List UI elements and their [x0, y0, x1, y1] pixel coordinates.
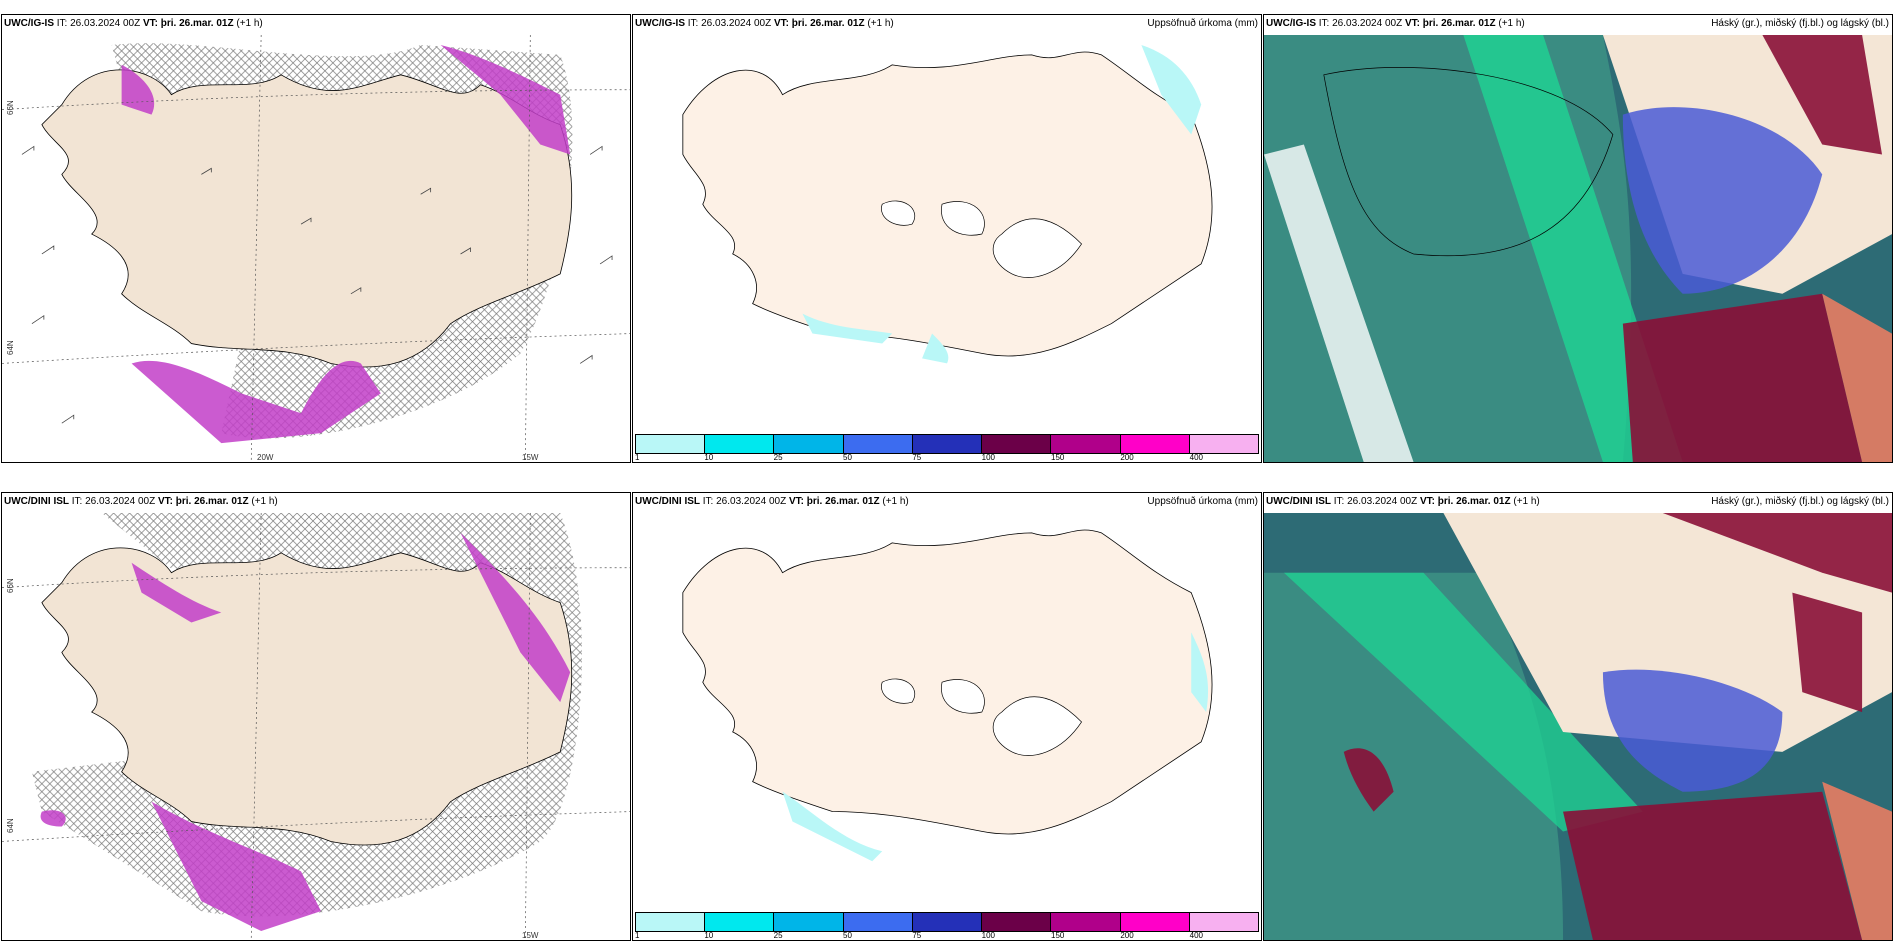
- lat-label-64: 64N: [6, 818, 15, 833]
- panel-title: UWC/DINI ISL IT: 26.03.2024 00Z VT: þri.…: [633, 493, 1261, 513]
- map-area: [633, 513, 1261, 912]
- colorbar-cell: [636, 435, 706, 453]
- colorbar-cells: [635, 434, 1259, 454]
- colorbar-cell: [1189, 913, 1258, 931]
- iceland-land: [41, 547, 573, 846]
- map-area: 66N 64N 15W: [2, 513, 630, 940]
- colorbar-level-label: 150: [1051, 931, 1065, 940]
- colorbar-cell: [1051, 435, 1121, 453]
- map-area: 66N 64N 20W 15W: [2, 35, 630, 462]
- map-area: [633, 35, 1261, 434]
- colorbar-cell: [1189, 435, 1258, 453]
- colorbar-cell: [1120, 913, 1190, 931]
- panel-precip-top: UWC/IG-IS IT: 26.03.2024 00Z VT: þri. 26…: [632, 14, 1262, 463]
- colorbar-level-label: 100: [981, 931, 996, 940]
- panel-title: UWC/IG-IS IT: 26.03.2024 00Z VT: þri. 26…: [2, 15, 630, 35]
- colorbar-level-label: 25: [773, 931, 783, 940]
- colorbar-cell: [1120, 435, 1190, 453]
- colorbar-cell: [843, 435, 913, 453]
- panel-clouds-bottom: UWC/DINI ISL IT: 26.03.2024 00Z VT: þri.…: [1263, 492, 1893, 941]
- panel-right-title: Háský (gr.), miðský (fj.bl.) og lágský (…: [1711, 18, 1889, 29]
- colorbar-level-label: 1: [635, 453, 640, 462]
- colorbar-level-label: 400: [1189, 453, 1204, 462]
- panel-title: UWC/DINI ISL IT: 26.03.2024 00Z VT: þri.…: [1264, 493, 1892, 513]
- colorbar-cell: [843, 913, 913, 931]
- colorbar-labels: 1 10 25 50 75 100 150 200 400: [635, 453, 1259, 462]
- colorbar-cell: [982, 435, 1052, 453]
- panel-clouds-top: UWC/IG-IS IT: 26.03.2024 00Z VT: þri. 26…: [1263, 14, 1893, 463]
- lat-label-64: 64N: [6, 340, 15, 355]
- colorbar-level-label: 200: [1120, 453, 1134, 462]
- colorbar-cell: [705, 913, 775, 931]
- colorbar-level-label: 50: [843, 931, 852, 940]
- colorbar-level-label: 75: [912, 453, 922, 462]
- map-area: [1264, 35, 1892, 462]
- colorbar-level-label: 10: [704, 931, 714, 940]
- colorbar-level-label: 50: [843, 453, 852, 462]
- lat-label-66: 66N: [6, 100, 15, 115]
- lon-label-15: 15W: [522, 453, 539, 462]
- colorbar-cells: [635, 912, 1259, 932]
- panel-right-title: Háský (gr.), miðský (fj.bl.) og lágský (…: [1711, 496, 1889, 507]
- panel-right-title: Uppsöfnuð úrkoma (mm): [1147, 496, 1258, 507]
- panel-title: UWC/IG-IS IT: 26.03.2024 00Z VT: þri. 26…: [633, 15, 1261, 35]
- lon-label-15: 15W: [522, 931, 539, 940]
- panel-title: UWC/IG-IS IT: 26.03.2024 00Z VT: þri. 26…: [1264, 15, 1892, 35]
- colorbar-level-label: 150: [1051, 453, 1065, 462]
- icing-area: [131, 360, 381, 444]
- colorbar-cell: [705, 435, 775, 453]
- lat-label-66: 66N: [6, 578, 15, 593]
- colorbar-cell: [774, 913, 844, 931]
- colorbar-level-label: 75: [912, 931, 922, 940]
- panel-wind-icing-top: UWC/IG-IS IT: 26.03.2024 00Z VT: þri. 26…: [1, 14, 631, 463]
- colorbar-level-label: 200: [1120, 931, 1134, 940]
- panel-right-title: Uppsöfnuð úrkoma (mm): [1147, 18, 1258, 29]
- colorbar-level-label: 400: [1189, 931, 1204, 940]
- iceland-land: [41, 69, 573, 368]
- colorbar-cell: [774, 435, 844, 453]
- map-area: [1264, 513, 1892, 940]
- colorbar-level-label: 25: [773, 453, 783, 462]
- colorbar-labels: 1 10 25 50 75 100 150 200 400: [635, 931, 1259, 940]
- colorbar-cell: [912, 913, 983, 931]
- colorbar-cell: [636, 913, 706, 931]
- colorbar-cell: [912, 435, 983, 453]
- colorbar-level-label: 1: [635, 931, 640, 940]
- colorbar-level-label: 100: [981, 453, 996, 462]
- panel-wind-icing-bottom: UWC/DINI ISL IT: 26.03.2024 00Z VT: þri.…: [1, 492, 631, 941]
- precip-colorbar: 1 10 25 50 75 100 150 200 400: [633, 434, 1261, 462]
- colorbar-cell: [982, 913, 1052, 931]
- colorbar-level-label: 10: [704, 453, 714, 462]
- lon-label-20: 20W: [257, 453, 274, 462]
- colorbar-cell: [1051, 913, 1121, 931]
- panel-precip-bottom: UWC/DINI ISL IT: 26.03.2024 00Z VT: þri.…: [632, 492, 1262, 941]
- panel-title: UWC/DINI ISL IT: 26.03.2024 00Z VT: þri.…: [2, 493, 630, 513]
- precip-colorbar: 1 10 25 50 75 100 150 200 400: [633, 912, 1261, 940]
